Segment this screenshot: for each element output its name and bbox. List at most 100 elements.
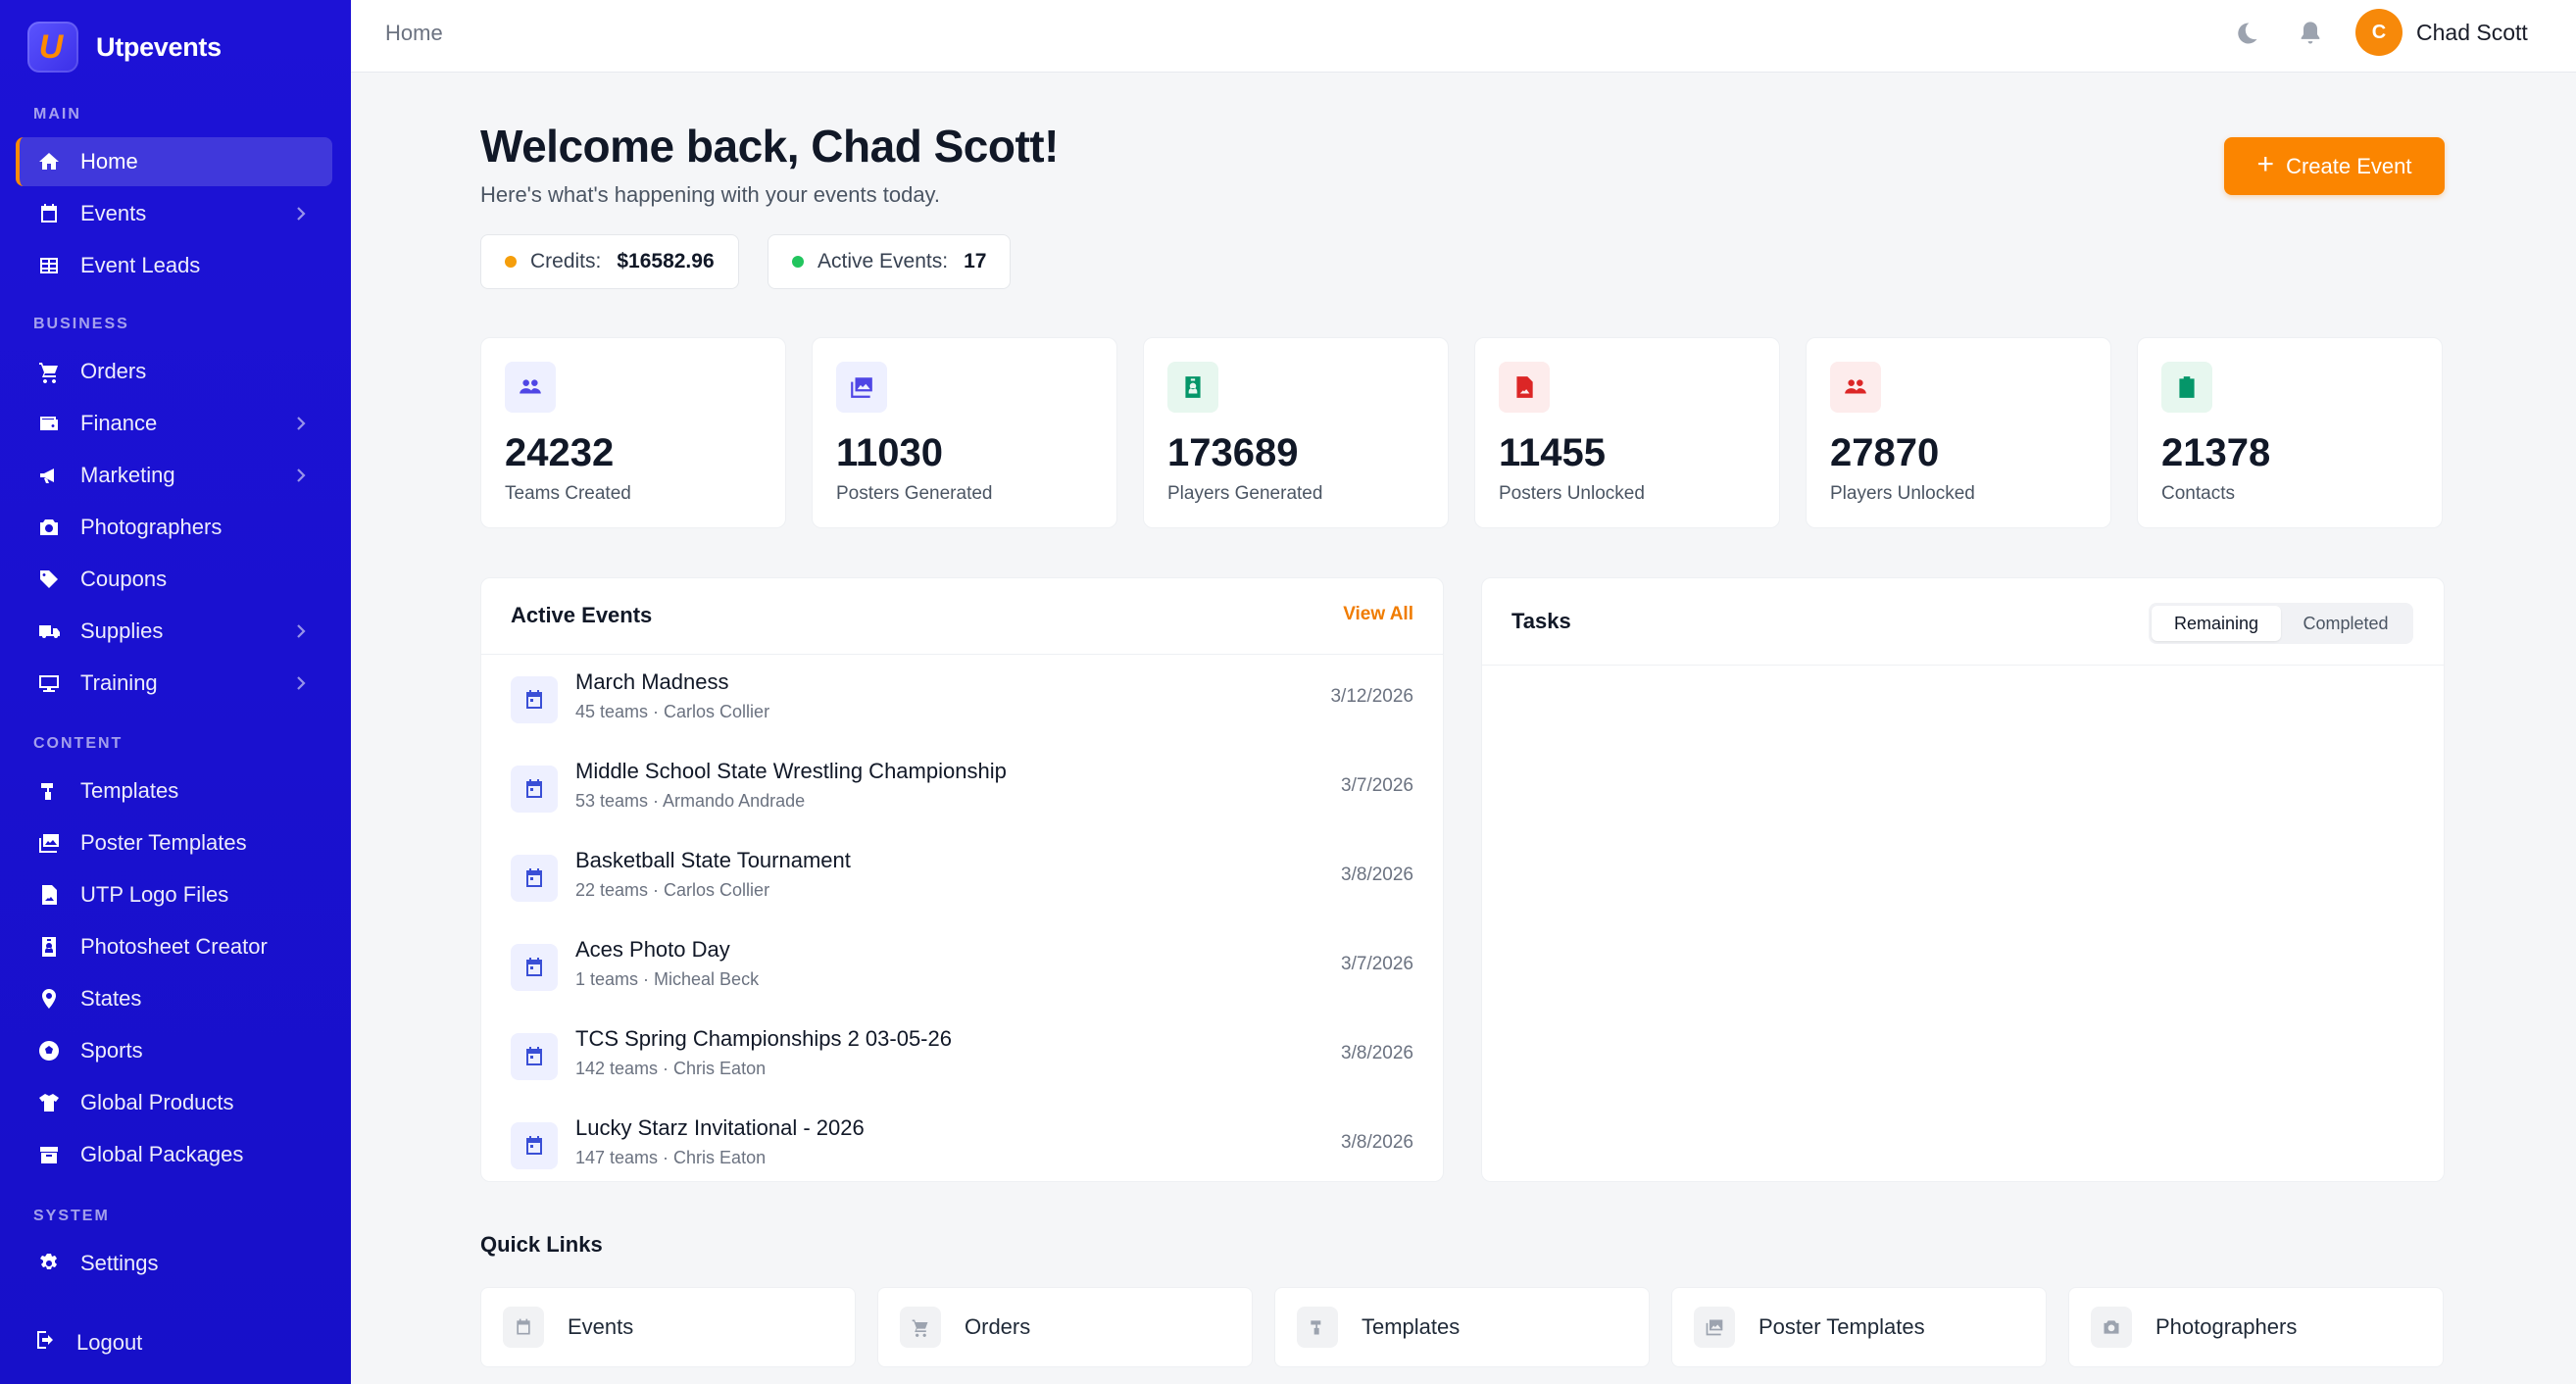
quick-link-photographers[interactable]: Photographers xyxy=(2068,1287,2444,1367)
calendar-icon xyxy=(511,766,558,813)
sidebar-item-event-leads[interactable]: Event Leads xyxy=(16,241,332,290)
chevron-right-icon xyxy=(291,414,311,433)
credits-badge: Credits: $16582.96 xyxy=(480,234,739,289)
chevron-right-icon xyxy=(291,466,311,485)
event-meta: 45 teams · Carlos Collier xyxy=(575,702,770,721)
sidebar-item-label: Sports xyxy=(80,1038,143,1063)
quick-link-label: Orders xyxy=(965,1314,1031,1339)
brush-icon xyxy=(1297,1307,1338,1348)
event-date: 3/12/2026 xyxy=(1330,686,1413,707)
create-event-label: Create Event xyxy=(2286,153,2412,178)
quick-link-templates[interactable]: Templates xyxy=(1274,1287,1650,1367)
sidebar-item-photographers[interactable]: Photographers xyxy=(16,503,332,552)
stat-label: Posters Unlocked xyxy=(1499,483,1645,504)
stat-value: 21378 xyxy=(2161,431,2271,474)
sidebar-item-label: Coupons xyxy=(80,567,168,591)
quick-link-poster-templates[interactable]: Poster Templates xyxy=(1671,1287,2047,1367)
chevron-right-icon xyxy=(291,204,311,223)
quick-link-label: Poster Templates xyxy=(1759,1314,1925,1339)
calendar-icon xyxy=(511,855,558,902)
credits-label: Credits: xyxy=(530,250,602,272)
quick-link-orders[interactable]: Orders xyxy=(877,1287,1253,1367)
sidebar-item-label: Global Packages xyxy=(80,1142,244,1166)
event-row[interactable]: Lucky Starz Invitational - 2026 147 team… xyxy=(481,1101,1443,1189)
event-meta: 22 teams · Carlos Collier xyxy=(575,880,770,900)
sidebar-item-coupons[interactable]: Coupons xyxy=(16,555,332,604)
sidebar-item-settings[interactable]: Settings xyxy=(16,1239,332,1288)
view-all-link[interactable]: View All xyxy=(1343,604,1413,624)
sidebar-item-templates[interactable]: Templates xyxy=(16,766,332,816)
event-row[interactable]: Aces Photo Day 1 teams · Micheal Beck 3/… xyxy=(481,922,1443,1011)
tab-remaining[interactable]: Remaining xyxy=(2152,606,2281,641)
brand[interactable]: U Utpevents xyxy=(27,22,222,73)
sidebar-item-label: Photographers xyxy=(80,515,223,539)
stat-card-players-generated: 173689 Players Generated xyxy=(1143,337,1449,528)
event-row[interactable]: Basketball State Tournament 22 teams · C… xyxy=(481,833,1443,921)
stat-label: Contacts xyxy=(2161,483,2235,504)
event-name: Lucky Starz Invitational - 2026 xyxy=(575,1115,865,1140)
logout-button[interactable]: Logout xyxy=(33,1328,142,1358)
brand-name: Utpevents xyxy=(96,31,222,62)
tasks-title: Tasks xyxy=(1511,609,1571,633)
event-row[interactable]: Middle School State Wrestling Championsh… xyxy=(481,744,1443,832)
cart-icon xyxy=(900,1307,941,1348)
sidebar-item-supplies[interactable]: Supplies xyxy=(16,607,332,656)
sidebar-item-label: States xyxy=(80,986,142,1011)
event-row[interactable]: March Madness 45 teams · Carlos Collier … xyxy=(481,655,1443,743)
sidebar-item-global-products[interactable]: Global Products xyxy=(16,1078,332,1127)
stat-label: Teams Created xyxy=(505,483,631,504)
sidebar-item-finance[interactable]: Finance xyxy=(16,399,332,448)
stat-value: 11030 xyxy=(836,431,944,474)
calendar-icon xyxy=(511,944,558,991)
sidebar-item-sports[interactable]: Sports xyxy=(16,1026,332,1075)
sidebar-item-global-packages[interactable]: Global Packages xyxy=(16,1130,332,1179)
calendar-icon xyxy=(511,676,558,723)
cart-icon xyxy=(37,360,61,383)
dark-mode-toggle[interactable] xyxy=(2233,20,2262,49)
stat-card-posters-generated: 11030 Posters Generated xyxy=(812,337,1117,528)
tab-completed[interactable]: Completed xyxy=(2303,613,2389,633)
sidebar-item-training[interactable]: Training xyxy=(16,659,332,708)
tasks-panel: Tasks Remaining Completed xyxy=(1481,577,2445,1182)
box-icon xyxy=(37,1143,61,1166)
brush-icon xyxy=(37,779,61,803)
section-label-system: SYSTEM xyxy=(33,1208,110,1224)
moon-icon xyxy=(2238,23,2257,44)
event-meta: 1 teams · Micheal Beck xyxy=(575,969,760,989)
credits-value: $16582.96 xyxy=(617,250,715,272)
sidebar-item-label: UTP Logo Files xyxy=(80,882,229,907)
calendar-icon xyxy=(503,1307,544,1348)
event-row[interactable]: TCS Spring Championships 2 03-05-26 142 … xyxy=(481,1012,1443,1100)
status-dot xyxy=(792,256,804,268)
sidebar-item-poster-templates[interactable]: Poster Templates xyxy=(16,818,332,867)
tag-icon xyxy=(37,568,61,591)
sidebar-item-orders[interactable]: Orders xyxy=(16,347,332,396)
id-badge-icon xyxy=(37,935,61,959)
page-title: Welcome back, Chad Scott! xyxy=(480,121,1059,172)
quick-link-events[interactable]: Events xyxy=(480,1287,856,1367)
brand-logo-letter: U xyxy=(38,27,64,66)
sidebar-item-label: Templates xyxy=(80,778,179,803)
event-date: 3/8/2026 xyxy=(1341,865,1413,885)
calendar-icon xyxy=(511,1122,558,1169)
notifications-button[interactable] xyxy=(2297,20,2326,49)
calendar-icon xyxy=(511,1033,558,1080)
page-subtitle: Here's what's happening with your events… xyxy=(480,182,941,207)
sidebar-item-marketing[interactable]: Marketing xyxy=(16,451,332,500)
table-icon xyxy=(37,254,61,277)
user-name[interactable]: Chad Scott xyxy=(2416,20,2528,45)
sidebar-item-home[interactable]: Home xyxy=(16,137,332,186)
sidebar-item-photosheet-creator[interactable]: Photosheet Creator xyxy=(16,922,332,971)
avatar[interactable]: C xyxy=(2355,9,2403,56)
shirt-icon xyxy=(37,1091,61,1114)
active-events-panel: Active Events View All March Madness 45 … xyxy=(480,577,1444,1182)
sidebar-item-utp-logo-files[interactable]: UTP Logo Files xyxy=(16,870,332,919)
sidebar-item-states[interactable]: States xyxy=(16,974,332,1023)
create-event-button[interactable]: + Create Event xyxy=(2224,137,2445,195)
quick-link-label: Photographers xyxy=(2155,1314,2298,1339)
truck-icon xyxy=(37,619,61,643)
sidebar-item-events[interactable]: Events xyxy=(16,189,332,238)
bell-icon xyxy=(2301,22,2320,44)
wallet-icon xyxy=(37,412,61,435)
breadcrumb[interactable]: Home xyxy=(385,21,443,45)
